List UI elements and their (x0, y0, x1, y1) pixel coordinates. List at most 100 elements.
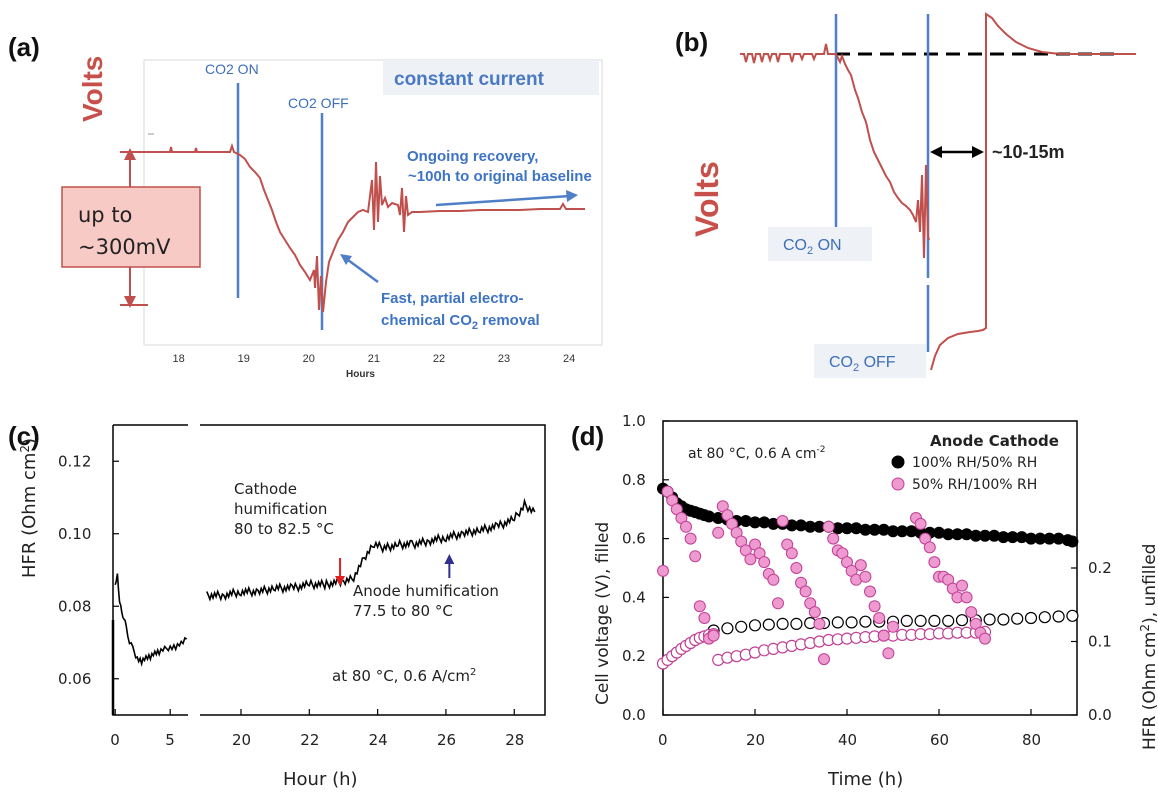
removal-note-line-2: chemical CO2 removal (381, 312, 540, 332)
panel-label-b: (b) (675, 27, 708, 57)
a-x-tick-2: 20 (303, 353, 315, 365)
cathode-note-line-3: 80 to 82.5 °C (234, 520, 334, 538)
constant-current-box (383, 60, 599, 95)
removal-arrow (347, 258, 379, 284)
hfr-point-s1-11 (859, 615, 872, 628)
drop-callout-line-2: ~300mV (78, 235, 171, 259)
voltage-point-s2-50 (887, 620, 899, 633)
voltage-point-s2-28 (785, 547, 798, 560)
recovery-note-line-2: ~100h to original baseline (408, 168, 592, 185)
voltage-point-s2-22 (758, 556, 771, 569)
hfr-point-s1-17 (942, 614, 955, 628)
recovery-arrow (435, 194, 571, 207)
d-conditions: at 80 °C, 0.6 A cm-2 (688, 445, 826, 462)
hfr-point-s1-22 (1011, 612, 1024, 625)
a-x-tick-4: 22 (433, 353, 445, 365)
hfr-point-s1-16 (928, 614, 941, 628)
d-y-tick-2: 0.4 (622, 588, 646, 606)
hfr-point-s1-10 (845, 616, 858, 629)
hfr-point-s1-18 (955, 614, 969, 627)
b-voltage-trace (740, 43, 930, 259)
hfr-point-s1-9 (831, 616, 844, 629)
voltage-point-s2-24 (767, 573, 780, 586)
legend-marker-series-1 (891, 455, 905, 469)
d-x-tick-4: 80 (1022, 731, 1041, 749)
panel-a: (a) CO2 ON CO2 OFF constant current up t… (8, 32, 603, 380)
recovery-note-line-1: Ongoing recovery, (407, 148, 538, 165)
c-x-tick-right-0: 20 (232, 731, 251, 749)
hfr-point-s1-15 (914, 614, 927, 628)
voltage-point-s2-0 (657, 564, 669, 577)
voltage-point-s2-61 (956, 579, 968, 592)
hfr-point-s1-24 (1038, 611, 1051, 624)
d-x-tick-1: 20 (746, 731, 765, 749)
hfr-point-s1-20 (983, 613, 996, 626)
a-x-tick-5: 23 (498, 353, 510, 365)
voltage-point-s2-31 (799, 585, 812, 598)
voltage-point-s2-26 (776, 515, 789, 527)
anode-arrowhead (444, 554, 455, 564)
a-co2-off-label: CO2 OFF (288, 95, 349, 111)
voltage-point-s2-29 (790, 562, 803, 574)
hfr-point-s1-21 (997, 613, 1010, 626)
hfr-point-s1-25 (1052, 610, 1065, 623)
d-x-ticks: 0 20 40 60 80 (658, 709, 1041, 749)
a-x-tick-1: 19 (238, 353, 250, 365)
voltage-point-s2-46 (868, 600, 881, 613)
c-x-tick-left-1: 5 (165, 731, 175, 749)
voltage-point-s2-25 (772, 597, 784, 610)
b-co2-off-box (814, 344, 926, 378)
d-y-tick-0: 0.0 (622, 706, 646, 724)
voltage-point-s2-54 (923, 541, 936, 554)
voltage-point-s1-50 (1066, 535, 1079, 548)
a-voltage-trace (148, 142, 585, 313)
d-y2-tick-1: 0.1 (1088, 633, 1112, 651)
c-conditions: at 80 °C, 0.6 A/cm2 (332, 667, 476, 685)
voltage-point-s2-8 (693, 600, 706, 613)
a-ylabel: Volts (77, 56, 108, 122)
c-x-ticks: 0 5 20 22 24 26 28 (110, 709, 524, 749)
c-trace-left (114, 573, 188, 667)
legend-marker-series-2 (891, 477, 905, 491)
c-x-tick-right-2: 24 (369, 731, 388, 749)
drop-callout-line-1: up to (78, 203, 132, 227)
voltage-point-s2-9 (698, 612, 711, 624)
legend-label-series-2: 50% RH/100% RH (912, 477, 1037, 493)
cathode-arrowhead (335, 576, 346, 586)
hfr-point-s1-26 (1066, 609, 1079, 622)
a-x-tick-6: 24 (563, 353, 575, 365)
legend-label-series-1: 100% RH/50% RH (912, 455, 1037, 471)
d-y-ticks: 0.0 0.2 0.4 0.6 0.8 1.0 (622, 412, 669, 724)
b-ylabel: Volts (689, 161, 725, 237)
c-x-tick-right-3: 26 (437, 731, 456, 749)
c-trace-right (206, 497, 536, 602)
hfr-point-s1-4 (762, 618, 775, 631)
voltage-point-s2-12 (712, 526, 725, 539)
cathode-note-line-1: Cathode (234, 480, 297, 498)
anode-note-line-1: Anode humification (353, 582, 499, 600)
hfr-point-s1-5 (776, 617, 789, 631)
c-xlabel: Hour (h) (283, 769, 358, 790)
voltage-point-s2-33 (808, 606, 821, 619)
voltage-point-s2-34 (813, 617, 826, 630)
voltage-point-s2-36 (822, 520, 835, 533)
d-points (656, 482, 1079, 670)
hfr-point-s1-2 (735, 620, 748, 633)
c-y-tick-2: 0.10 (58, 525, 91, 543)
voltage-point-s2-19 (744, 553, 757, 566)
voltage-point-s2-63 (965, 606, 978, 619)
d-y-tick-4: 0.8 (622, 471, 646, 489)
anode-note-line-2: 77.5 to 80 °C (353, 602, 453, 620)
voltage-point-s2-11 (707, 629, 720, 642)
voltage-point-s2-35 (818, 653, 830, 666)
a-xlabel: Hours (346, 369, 375, 380)
c-ylabel: HFR (Ohm cm2) (18, 438, 40, 578)
constant-current-label: constant current (394, 69, 545, 90)
hfr-point-s1-6 (790, 617, 803, 631)
d-y-tick-3: 0.6 (622, 530, 646, 548)
b-recovery-trace (930, 12, 1136, 371)
hfr-point-s1-3 (748, 619, 762, 632)
a-x-ticks: 18 19 20 21 22 23 24 (173, 353, 576, 365)
b-co2-on-box (768, 227, 872, 261)
